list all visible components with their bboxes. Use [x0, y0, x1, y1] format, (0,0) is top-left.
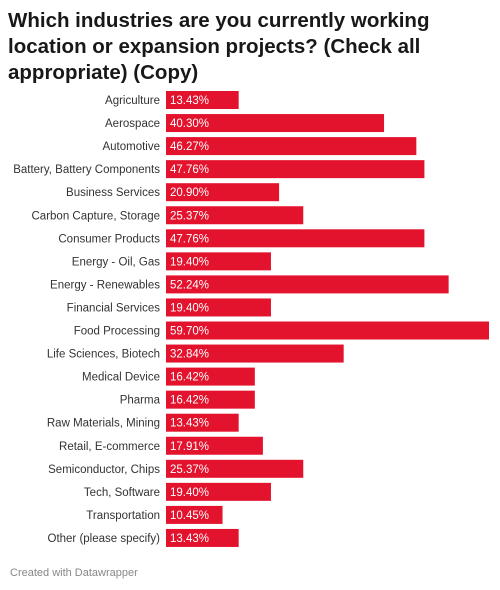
bar [166, 183, 280, 202]
category-label: Other (please specify) [48, 533, 161, 545]
bar [166, 114, 385, 133]
bar [166, 413, 239, 432]
value-label: 25.37% [170, 210, 209, 222]
category-label: Financial Services [67, 302, 161, 314]
bar [166, 436, 263, 455]
footer-credit: Created with Datawrapper [10, 567, 138, 579]
category-label: Semiconductor, Chips [48, 464, 160, 476]
category-label: Pharma [120, 395, 161, 407]
category-label: Raw Materials, Mining [47, 418, 160, 430]
value-label: 52.24% [170, 279, 209, 291]
value-label: 19.40% [170, 256, 209, 268]
category-label: Transportation [86, 510, 160, 522]
value-label: 59.70% [170, 326, 209, 338]
value-label: 47.76% [170, 164, 209, 176]
bar [166, 206, 304, 225]
value-label: 17.91% [170, 441, 209, 453]
category-label: Medical Device [82, 372, 160, 384]
bar [166, 137, 417, 156]
value-label: 13.43% [170, 418, 209, 430]
category-label: Food Processing [74, 326, 160, 338]
bar [166, 459, 304, 478]
bar [166, 298, 271, 317]
category-label: Automotive [102, 141, 160, 153]
bar [166, 482, 271, 501]
value-label: 32.84% [170, 349, 209, 361]
value-label: 25.37% [170, 464, 209, 476]
bar [166, 91, 239, 109]
category-label: Energy - Renewables [50, 279, 160, 291]
bar [166, 252, 271, 271]
category-label: Aerospace [105, 118, 160, 130]
value-label: 10.45% [170, 510, 209, 522]
value-label: 16.42% [170, 372, 209, 384]
category-label: Tech, Software [84, 487, 160, 499]
category-label: Battery, Battery Components [13, 164, 160, 176]
bar [166, 344, 344, 363]
category-label: Consumer Products [58, 233, 160, 245]
category-label: Carbon Capture, Storage [32, 210, 161, 222]
bar [166, 390, 255, 409]
value-label: 16.42% [170, 395, 209, 407]
value-label: 47.76% [170, 233, 209, 245]
category-label: Life Sciences, Biotech [47, 349, 160, 361]
value-label: 40.30% [170, 118, 209, 130]
category-label: Business Services [66, 187, 160, 199]
bar [166, 160, 425, 179]
value-label: 19.40% [170, 487, 209, 499]
value-label: 46.27% [170, 141, 209, 153]
chart-title: Which industries are you currently worki… [8, 9, 430, 84]
bar [166, 367, 255, 386]
category-label: Agriculture [105, 95, 160, 107]
bar [166, 505, 223, 524]
bar [166, 321, 489, 340]
value-label: 13.43% [170, 533, 209, 545]
category-label: Retail, E-commerce [59, 441, 160, 453]
value-label: 19.40% [170, 302, 209, 314]
value-label: 20.90% [170, 187, 209, 199]
value-label: 13.43% [170, 95, 209, 107]
category-label: Energy - Oil, Gas [72, 256, 160, 268]
bar [166, 275, 449, 294]
bar [166, 229, 425, 248]
bar [166, 528, 239, 547]
